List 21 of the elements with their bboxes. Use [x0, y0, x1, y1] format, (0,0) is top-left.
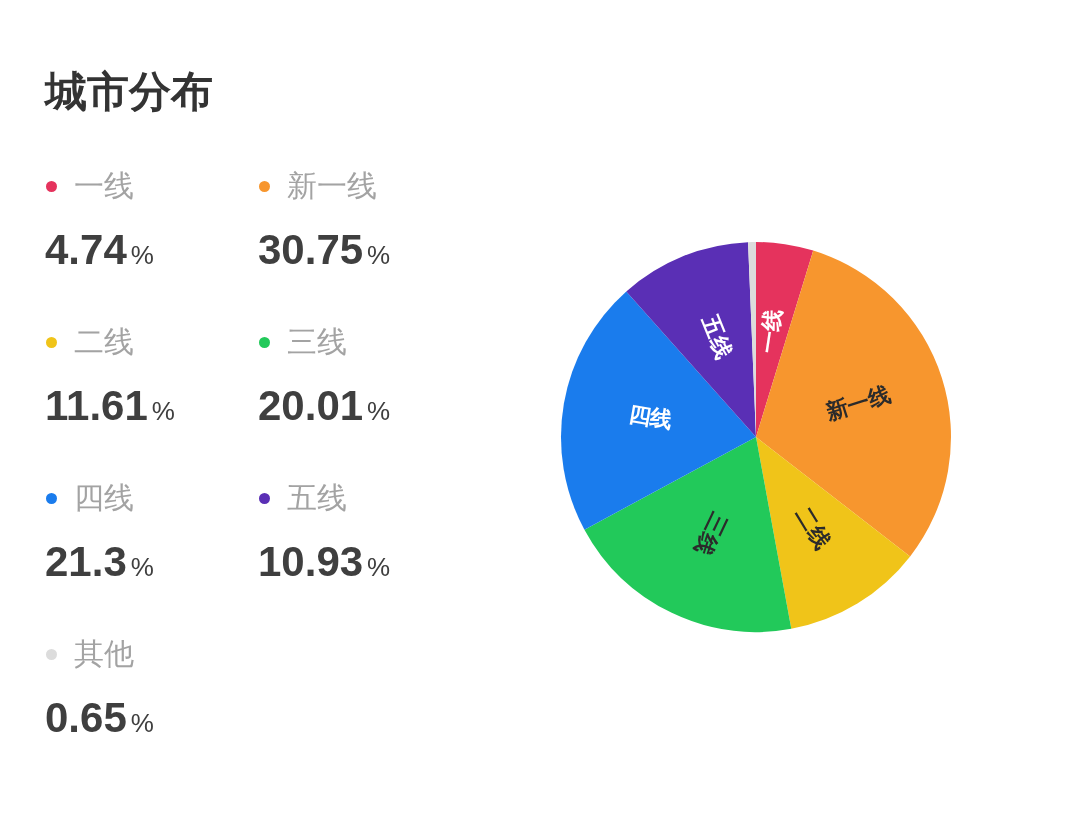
slice-label: 四线 [626, 400, 675, 434]
chart-title: 城市分布 [45, 67, 213, 117]
legend-label: 新一线 [287, 167, 377, 204]
slice-label: 新一线 [821, 381, 894, 426]
legend-label: 一线 [74, 167, 134, 204]
slice-label: 三线 [690, 509, 732, 560]
data-label: 30.75% [258, 226, 391, 273]
data-label: 10.93% [258, 538, 391, 585]
legend-label: 四线 [74, 479, 134, 516]
slice-label: 二线 [790, 502, 836, 554]
legend-label: 二线 [74, 323, 134, 360]
slice-label: 一线 [754, 307, 787, 355]
legend-label: 三线 [287, 323, 347, 360]
data-label: 4.74% [45, 226, 154, 273]
legend-label: 五线 [287, 479, 347, 516]
legend-label: 其他 [74, 635, 134, 672]
data-label: 11.61% [45, 382, 175, 429]
data-label: 21.3% [45, 538, 154, 585]
data-label: 0.65% [45, 694, 154, 741]
data-label: 20.01% [258, 382, 391, 429]
slice-label: 五线 [696, 311, 737, 363]
